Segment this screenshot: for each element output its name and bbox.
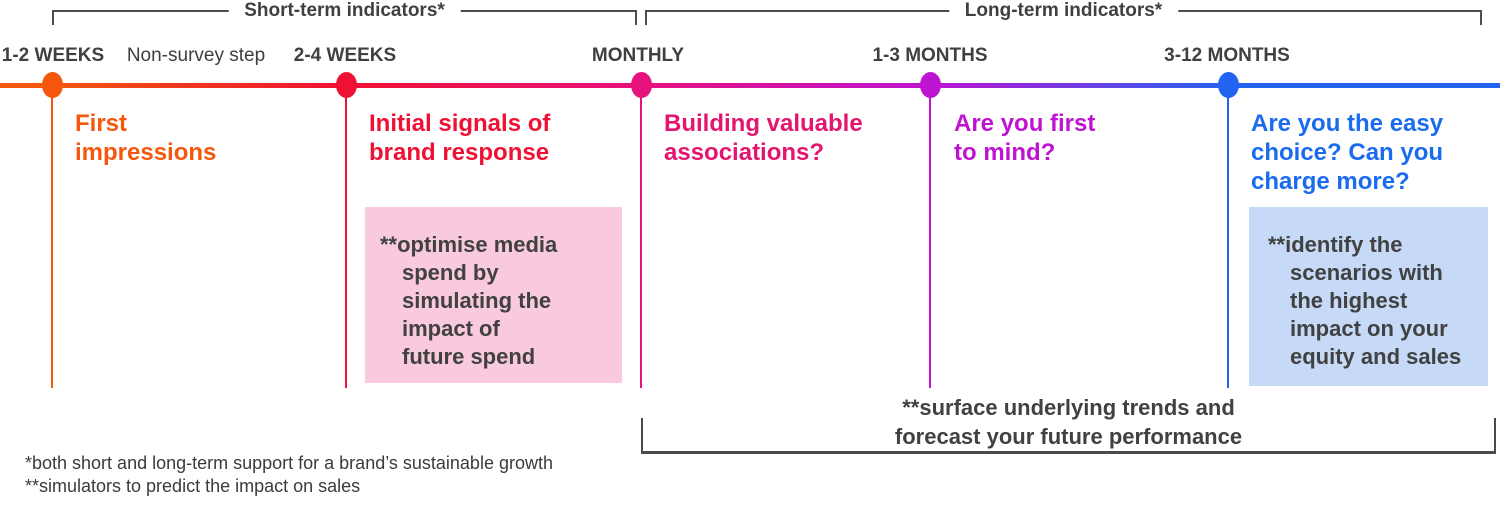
stem-1-2-weeks	[51, 96, 53, 388]
headline-first-to-mind: Are you first to mind?	[954, 110, 1096, 166]
timeline-dot-1-3-months	[920, 72, 941, 98]
headline-first-impressions: First impressions	[75, 110, 217, 166]
footnote-simulators: **simulators to predict the impact on sa…	[25, 476, 361, 496]
scenarios-callout-text: **identify the scenarios with the highes…	[1268, 232, 1462, 369]
tick-label-1-2-weeks: 1-2 WEEKS	[1, 45, 105, 66]
timeline-dot-3-12-months	[1218, 72, 1239, 98]
surface-trends-note: **surface underlying trends and forecast…	[894, 395, 1243, 449]
tick-label-2-4-weeks: 2-4 WEEKS	[293, 45, 397, 66]
stem-3-12-months	[1227, 96, 1229, 388]
timeline-dot-1-2-weeks	[42, 72, 63, 98]
short-term-bracket: Short-term indicators*	[52, 0, 637, 25]
stem-2-4-weeks	[345, 96, 347, 388]
headline-easy-choice: Are you the easy choice? Can you charge …	[1251, 110, 1444, 195]
headline-initial-signals: Initial signals of brand response	[369, 110, 551, 166]
tick-label-3-12-months: 3-12 MONTHS	[1164, 45, 1290, 66]
short-term-bracket-label: Short-term indicators*	[228, 0, 461, 22]
headline-building-associations: Building valuable associations?	[664, 110, 863, 166]
footnote-short-long-term: *both short and long-term support for a …	[25, 453, 553, 473]
tick-label-monthly: MONTHLY	[591, 45, 685, 66]
stem-monthly	[640, 96, 642, 388]
timeline-dot-monthly	[631, 72, 652, 98]
scenarios-callout-box: **identify the scenarios with the highes…	[1249, 207, 1488, 386]
media-spend-callout-box: **optimise media spend by simulating the…	[365, 207, 622, 383]
media-spend-callout-text: **optimise media spend by simulating the…	[380, 232, 558, 369]
tick-label-1-3-months: 1-3 MONTHS	[872, 45, 988, 66]
long-term-bracket-label: Long-term indicators*	[948, 0, 1179, 22]
tick-label-non-survey-step: Non-survey step	[126, 45, 266, 66]
timeline-dot-2-4-weeks	[336, 72, 357, 98]
long-term-bracket: Long-term indicators*	[645, 0, 1482, 25]
stem-1-3-months	[929, 96, 931, 388]
long-term-bottom-bracket	[641, 418, 1496, 454]
timeline-gradient-line	[0, 83, 1500, 88]
